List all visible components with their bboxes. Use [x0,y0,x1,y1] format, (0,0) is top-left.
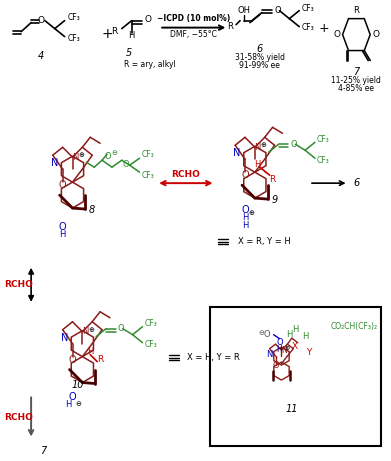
Text: H: H [276,345,282,354]
Text: X: X [292,342,298,351]
Text: ⊖: ⊖ [111,150,117,156]
Text: O: O [373,30,380,39]
Text: O: O [38,16,45,25]
Text: X = H, Y = R: X = H, Y = R [187,353,240,362]
Text: H: H [65,400,72,409]
Text: 11-25% yield: 11-25% yield [332,76,381,85]
Text: O: O [59,180,66,190]
Text: O: O [264,330,270,339]
Text: ⊕: ⊕ [285,346,290,351]
Text: CF₃: CF₃ [144,319,157,328]
Text: R: R [97,355,103,364]
Text: +: + [319,22,329,35]
Text: H: H [59,230,66,239]
Text: CF₃: CF₃ [142,171,154,180]
Text: 11: 11 [285,404,298,414]
Text: CF₃: CF₃ [68,34,80,43]
Text: O: O [274,6,281,15]
Text: 5: 5 [126,47,132,58]
Text: 91-99% ee: 91-99% ee [239,61,280,70]
Text: N: N [255,143,261,152]
Text: 10: 10 [71,379,84,390]
Text: 6: 6 [256,43,263,53]
Text: N: N [51,158,58,168]
Text: O: O [118,324,124,333]
Text: H: H [302,332,308,341]
Text: O: O [69,355,76,365]
Text: ⊕: ⊕ [79,152,84,158]
Text: N: N [82,327,88,336]
Text: H: H [242,213,248,222]
Text: N: N [266,350,273,359]
Text: CF₃: CF₃ [317,156,330,165]
Text: O: O [144,15,151,24]
Text: RCHO: RCHO [4,413,33,422]
Text: O: O [291,140,297,149]
Text: CO₂CH(CF₃)₂: CO₂CH(CF₃)₂ [331,322,378,331]
Text: ⊕: ⊕ [261,142,267,148]
Text: ⊖: ⊖ [259,330,265,336]
Text: N: N [281,346,287,355]
Text: 9: 9 [271,195,278,205]
Text: ⊖: ⊖ [75,402,81,408]
Text: O: O [272,361,279,370]
Text: N: N [72,153,79,162]
Text: O: O [105,152,111,161]
Text: 7: 7 [40,446,46,456]
Text: 4-85% ee: 4-85% ee [338,84,374,93]
Text: O: O [122,160,129,169]
Text: H: H [129,31,135,40]
Text: O: O [241,170,249,180]
Text: CF₃: CF₃ [317,135,330,144]
Text: O: O [59,222,66,232]
Text: CF₃: CF₃ [144,340,157,349]
Text: H: H [286,330,292,339]
Text: R: R [111,27,118,36]
Text: O: O [69,392,76,402]
Text: H: H [242,220,248,230]
Text: 7: 7 [353,67,359,77]
Text: ⊕: ⊕ [248,210,254,216]
Text: DMF, −55°C: DMF, −55°C [170,30,217,39]
Text: OH: OH [237,6,251,15]
Text: O: O [333,30,340,39]
Text: X = R, Y = H: X = R, Y = H [238,237,291,247]
Text: CF₃: CF₃ [301,23,314,32]
Text: 8: 8 [89,205,95,215]
Text: CF₃: CF₃ [68,13,80,22]
Text: O: O [276,338,283,347]
Text: H: H [87,347,93,356]
Text: CF₃: CF₃ [142,150,154,159]
Text: N: N [61,333,68,343]
Text: R: R [227,22,233,31]
Text: R = ary, alkyl: R = ary, alkyl [124,60,176,69]
Text: H: H [292,325,298,334]
Text: ⊕: ⊕ [88,327,94,333]
Text: O: O [241,205,249,215]
Text: R: R [353,6,359,15]
Text: 31-58% yield: 31-58% yield [235,53,285,62]
Text: CF₃: CF₃ [301,4,314,13]
Text: R: R [269,175,276,183]
Text: +: + [101,27,113,41]
Text: N: N [233,148,241,158]
Text: RCHO: RCHO [171,170,200,179]
Text: 4: 4 [38,51,44,60]
Text: −ICPD (10 mol%): −ICPD (10 mol%) [157,14,230,23]
Text: 6: 6 [353,178,360,188]
Text: H: H [255,160,261,169]
Text: RCHO: RCHO [4,280,33,290]
Text: Y: Y [307,348,312,357]
